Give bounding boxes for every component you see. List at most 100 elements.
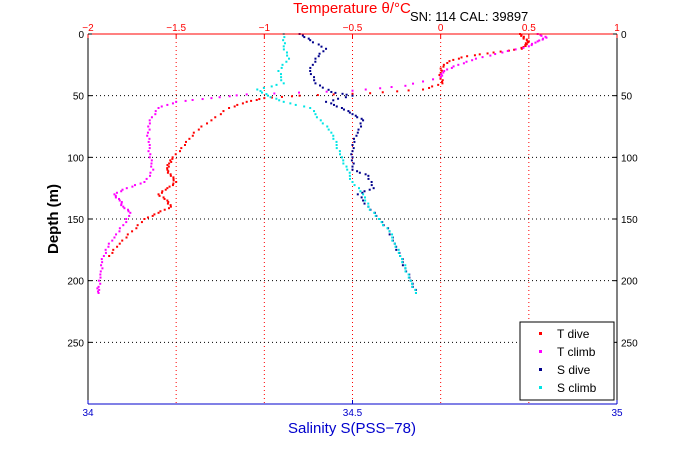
- data-point: [397, 251, 400, 254]
- data-point: [348, 171, 351, 174]
- data-point: [149, 153, 152, 156]
- data-point: [148, 128, 151, 131]
- data-point: [335, 140, 338, 143]
- data-point: [372, 187, 375, 190]
- right-axis-tick-label: 100: [621, 153, 638, 164]
- data-point: [448, 60, 451, 63]
- data-point: [460, 56, 463, 59]
- data-point: [507, 49, 510, 52]
- data-point: [379, 87, 382, 90]
- data-point: [115, 191, 118, 194]
- bottom-axis-tick-label: 34.5: [343, 408, 363, 419]
- data-point: [390, 86, 393, 89]
- data-point: [446, 68, 449, 71]
- data-point: [492, 51, 495, 54]
- data-point: [99, 270, 102, 273]
- data-point: [440, 69, 443, 72]
- legend: T dive T climb S dive S climb: [519, 321, 615, 401]
- data-point: [364, 196, 367, 199]
- data-point: [401, 261, 404, 264]
- data-point: [342, 162, 345, 165]
- data-point: [393, 242, 396, 245]
- data-point: [282, 39, 285, 42]
- legend-label: S dive: [557, 363, 591, 377]
- data-point: [174, 153, 177, 156]
- data-point: [169, 173, 172, 176]
- data-point: [97, 279, 100, 282]
- legend-marker: [539, 350, 542, 353]
- data-point: [367, 174, 370, 177]
- data-point: [317, 55, 320, 58]
- data-point: [330, 90, 333, 93]
- data-point: [350, 153, 353, 156]
- data-point: [314, 60, 317, 63]
- data-point: [364, 173, 367, 176]
- data-point: [128, 214, 131, 217]
- data-point: [356, 116, 359, 119]
- data-point: [168, 162, 171, 165]
- data-point: [351, 168, 354, 171]
- data-point: [126, 233, 129, 236]
- data-point: [499, 50, 502, 53]
- data-point: [149, 171, 152, 174]
- data-point: [222, 110, 225, 113]
- data-point: [325, 100, 328, 103]
- data-point: [344, 96, 347, 99]
- data-point: [351, 113, 354, 116]
- data-point: [163, 208, 166, 211]
- data-point: [107, 242, 110, 245]
- data-point: [367, 205, 370, 208]
- data-point: [357, 187, 360, 190]
- data-point: [411, 285, 414, 288]
- data-point: [474, 57, 477, 60]
- data-point: [170, 160, 173, 163]
- data-point: [309, 66, 312, 69]
- data-point: [442, 71, 445, 74]
- data-point: [171, 184, 174, 187]
- axes: −2 −1.5 −1 −0.5 0 0.5 1 34 34.5 35 0 0 50 50 100 100 150…: [67, 23, 638, 419]
- data-point: [314, 57, 317, 60]
- data-point: [120, 190, 123, 193]
- data-point: [282, 48, 285, 51]
- data-point: [395, 248, 398, 251]
- legend-marker: [539, 332, 542, 335]
- data-point: [121, 239, 124, 242]
- data-point: [245, 93, 248, 96]
- data-point: [148, 144, 151, 146]
- data-point: [298, 91, 300, 94]
- data-point: [275, 97, 278, 100]
- data-point: [342, 159, 345, 162]
- data-point: [527, 45, 530, 48]
- data-point: [471, 59, 474, 62]
- data-point: [258, 98, 261, 101]
- data-point: [431, 85, 434, 88]
- data-point: [388, 233, 391, 236]
- data-point: [283, 42, 286, 45]
- data-point: [184, 99, 187, 102]
- data-point: [171, 156, 174, 159]
- data-point: [363, 202, 366, 205]
- data-point: [404, 84, 407, 87]
- data-point: [112, 248, 115, 251]
- data-point: [289, 102, 292, 105]
- data-point: [367, 177, 370, 180]
- right-axis-tick-label: 150: [621, 215, 638, 226]
- data-point: [116, 245, 119, 248]
- data-point: [147, 125, 150, 128]
- data-point: [184, 140, 187, 143]
- right-axis-tick-label: 50: [621, 92, 633, 103]
- data-point: [218, 96, 221, 99]
- data-point: [356, 170, 359, 173]
- data-point: [228, 107, 231, 109]
- data-point: [346, 168, 349, 171]
- data-point: [351, 144, 354, 146]
- left-axis-tick-label: 50: [73, 92, 85, 103]
- data-point: [245, 100, 248, 103]
- data-point: [313, 79, 316, 82]
- data-point: [280, 79, 283, 82]
- data-point: [526, 41, 529, 44]
- series-layer: [96, 33, 548, 294]
- legend-label: S climb: [557, 381, 597, 395]
- data-point: [348, 174, 351, 177]
- data-point: [160, 105, 163, 108]
